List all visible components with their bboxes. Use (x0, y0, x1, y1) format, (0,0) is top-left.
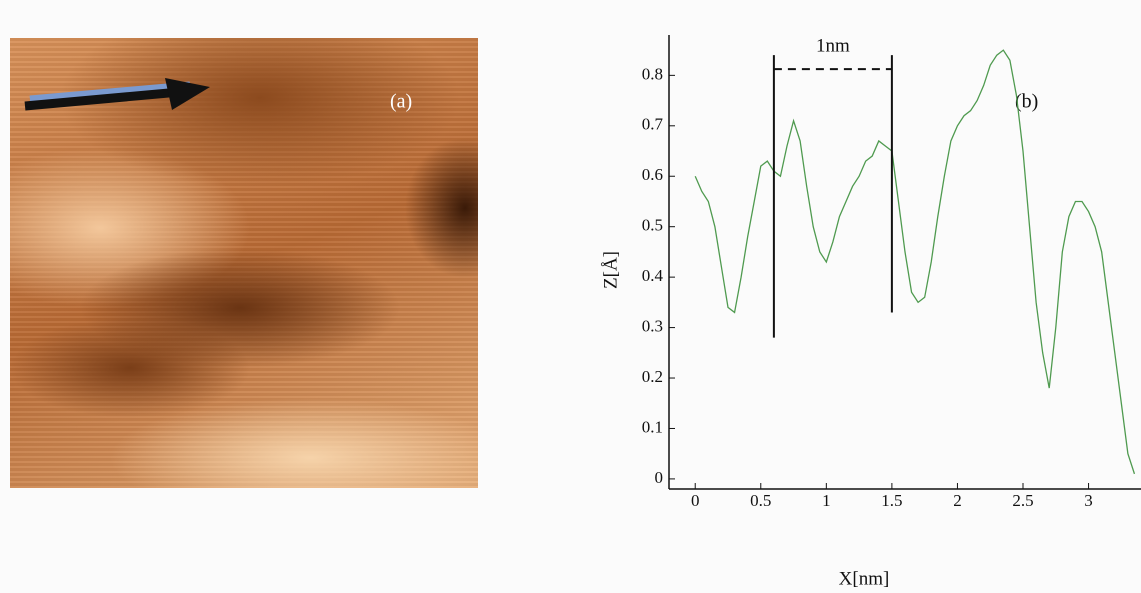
y-tick-label: 0 (655, 468, 664, 487)
x-tick-label: 2.5 (1012, 491, 1033, 510)
panel-label: (a) (390, 91, 412, 113)
y-tick-label: 0.5 (642, 216, 663, 235)
y-tick-label: 0.4 (642, 266, 664, 285)
scan-line (29, 81, 191, 105)
y-tick-label: 0.7 (642, 115, 664, 134)
y-tick-label: 0.1 (642, 417, 663, 436)
profile-line (694, 49, 1136, 475)
y-tick-label: 0.3 (642, 316, 663, 335)
y-tick-label: 0.6 (642, 165, 663, 184)
y-tick-label: 0.2 (642, 367, 663, 386)
y-axis-label: Z[Å] (600, 251, 621, 289)
stm-image (10, 38, 478, 488)
x-tick-label: 1.5 (881, 491, 902, 510)
arrow-head (165, 78, 210, 110)
y-tick-label: 0.8 (642, 64, 663, 83)
x-tick-label: 1 (822, 491, 831, 510)
arrow-shaft (24, 87, 181, 111)
x-tick-label: 0 (691, 491, 700, 510)
x-tick-label: 3 (1084, 491, 1093, 510)
x-tick-label: 2 (953, 491, 962, 510)
x-axis-label: X[nm] (839, 568, 890, 589)
annotation: 1nm (816, 36, 850, 57)
x-tick-label: 0.5 (750, 491, 771, 510)
panel-label: (b) (1015, 91, 1038, 113)
